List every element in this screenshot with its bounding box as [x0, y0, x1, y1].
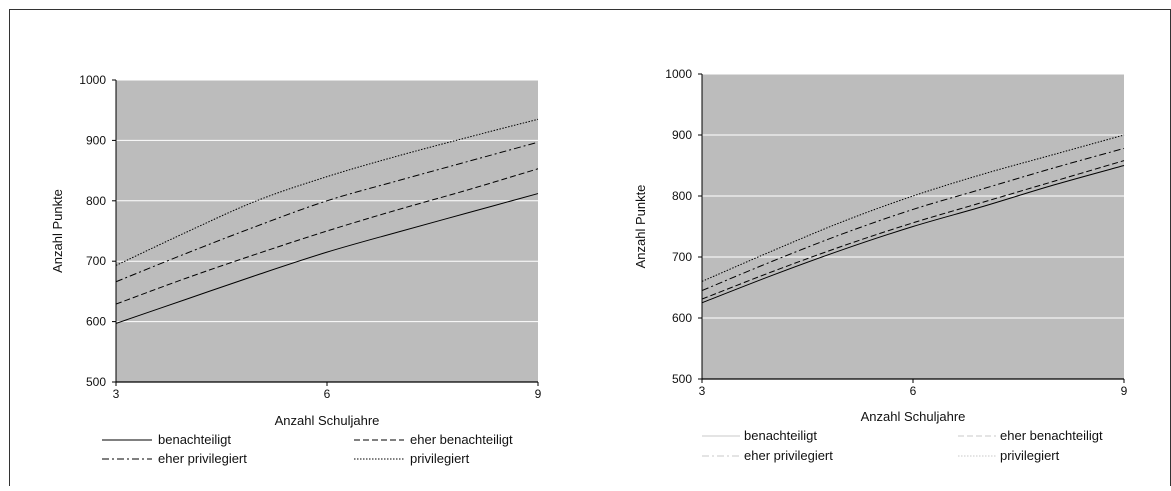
- x-axis-title: Anzahl Schuljahre: [861, 409, 966, 424]
- legend-label-3: eher privilegiert: [744, 448, 833, 463]
- series-line-2: [701, 160, 1125, 300]
- y-tick-label-800: 800: [86, 194, 106, 208]
- x-tick-label-3: 3: [699, 384, 706, 398]
- series-line-1: [701, 165, 1125, 304]
- series-line-4: [115, 118, 539, 266]
- legend-label-1: benachteiligt: [158, 432, 231, 447]
- y-tick-label-800: 800: [672, 189, 692, 203]
- legend-label-2: eher benachteiligt: [1000, 428, 1103, 443]
- x-tick-label-9: 9: [1121, 384, 1128, 398]
- y-tick-label-600: 600: [672, 311, 692, 325]
- series-line-3: [701, 147, 1125, 292]
- y-tick-label-600: 600: [86, 315, 106, 329]
- chart-1: 500 600 700 800 900 1000 3 6 9 Anzahl Schuljahre A…: [50, 73, 542, 466]
- legend-label-2: eher benachteiligt: [410, 432, 513, 447]
- x-tick-label-6: 6: [910, 384, 917, 398]
- legend-label-3: eher privilegiert: [158, 451, 247, 466]
- x-tick-label-3: 3: [113, 387, 120, 401]
- y-axis-title: Anzahl Punkte: [50, 189, 65, 273]
- chart-2: 500 600 700 800 900 1000 3 6 9 Anzahl Schuljahre A…: [633, 67, 1128, 463]
- y-tick-label-1000: 1000: [79, 73, 106, 87]
- x-tick-label-6: 6: [324, 387, 331, 401]
- series-line-1: [115, 193, 539, 324]
- series-line-3: [115, 141, 539, 283]
- y-tick-label-500: 500: [86, 375, 106, 389]
- y-tick-label-900: 900: [86, 133, 106, 147]
- legend: benachteiligt eher benachteiligt eher priv…: [102, 432, 513, 466]
- y-tick-label-500: 500: [672, 372, 692, 386]
- y-tick-label-700: 700: [86, 254, 106, 268]
- y-tick-label-900: 900: [672, 128, 692, 142]
- x-axis-title: Anzahl Schuljahre: [275, 413, 380, 428]
- y-axis-title: Anzahl Punkte: [633, 185, 648, 269]
- legend-label-4: privilegiert: [410, 451, 470, 466]
- legend: benachteiligt eher benachteiligt eher priv…: [702, 428, 1103, 463]
- plot-area: [116, 80, 538, 382]
- y-tick-label-1000: 1000: [665, 67, 692, 81]
- legend-label-4: privilegiert: [1000, 448, 1060, 463]
- series-line-2: [115, 168, 539, 305]
- x-tick-label-9: 9: [535, 387, 542, 401]
- legend-label-1: benachteiligt: [744, 428, 817, 443]
- y-tick-label-700: 700: [672, 250, 692, 264]
